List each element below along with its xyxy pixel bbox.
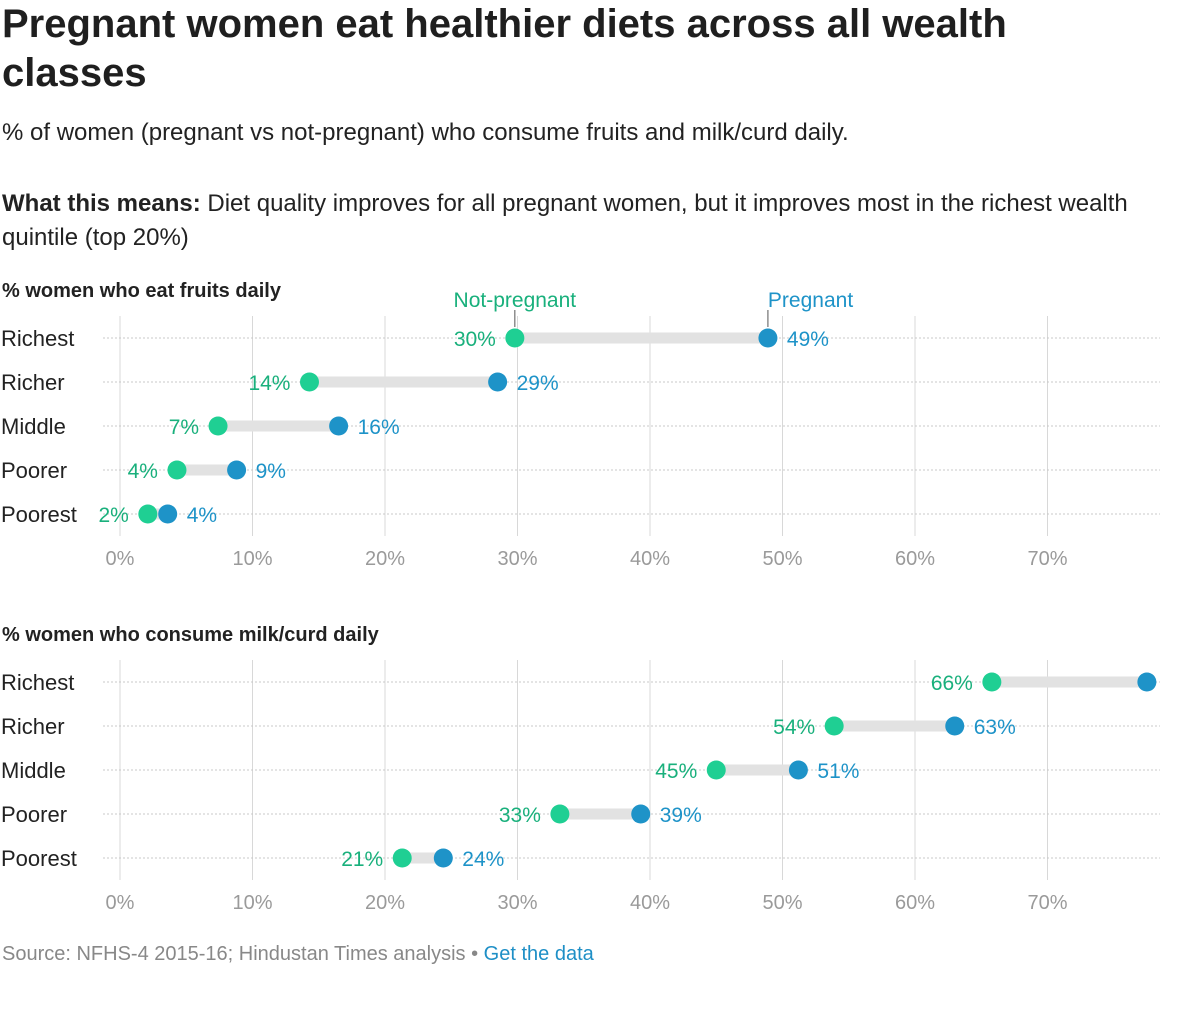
- pregnant-value-label: 24%: [462, 848, 504, 871]
- pregnant-value-label: 49%: [787, 328, 829, 351]
- not-pregnant-value-label: 7%: [169, 416, 199, 439]
- x-tick-label: 60%: [895, 892, 935, 914]
- not-pregnant-value-label: 2%: [98, 504, 128, 527]
- legend-pregnant: Pregnant: [768, 289, 853, 312]
- get-the-data-link[interactable]: Get the data: [483, 943, 594, 965]
- pregnant-dot: [758, 328, 778, 348]
- x-tick-label: 40%: [630, 892, 670, 914]
- not-pregnant-value-label: 21%: [341, 848, 383, 871]
- what-this-means-text: Diet quality improves for all pregnant w…: [2, 190, 1128, 251]
- source-separator: •: [465, 943, 484, 965]
- pregnant-dot: [945, 716, 965, 736]
- category-label: Richest: [1, 670, 74, 695]
- category-label: Richest: [1, 326, 74, 351]
- x-tick-label: 30%: [497, 892, 537, 914]
- not-pregnant-value-label: 33%: [499, 804, 541, 827]
- category-label: Poorest: [1, 502, 77, 527]
- x-tick-label: 0%: [106, 892, 135, 914]
- pregnant-value-label: 16%: [358, 416, 400, 439]
- not-pregnant-dot: [167, 460, 187, 480]
- panel-title: % women who consume milk/curd daily: [2, 624, 380, 646]
- pregnant-value-label: 9%: [256, 460, 286, 483]
- source-text: Source: NFHS-4 2015-16; Hindustan Times …: [2, 943, 466, 965]
- not-pregnant-dot: [138, 504, 158, 524]
- pregnant-dot: [433, 848, 453, 868]
- not-pregnant-value-label: 66%: [931, 672, 973, 695]
- what-this-means-label: What this means:: [2, 190, 201, 217]
- not-pregnant-dot: [550, 804, 570, 824]
- x-tick-label: 50%: [762, 892, 802, 914]
- x-tick-label: 20%: [365, 892, 405, 914]
- not-pregnant-dot: [982, 672, 1002, 692]
- not-pregnant-dot: [299, 372, 319, 392]
- pregnant-value-label: 4%: [187, 504, 217, 527]
- legend-not-pregnant: Not-pregnant: [454, 289, 577, 312]
- pregnant-value-label: 63%: [974, 716, 1016, 739]
- x-tick-label: 40%: [630, 548, 670, 570]
- not-pregnant-dot: [208, 416, 228, 436]
- x-tick-label: 20%: [365, 548, 405, 570]
- pregnant-dot: [1137, 672, 1157, 692]
- pregnant-dot: [488, 372, 508, 392]
- not-pregnant-dot: [824, 716, 844, 736]
- x-tick-label: 70%: [1027, 548, 1067, 570]
- source-note: Source: NFHS-4 2015-16; Hindustan Times …: [2, 943, 594, 966]
- not-pregnant-value-label: 54%: [773, 716, 815, 739]
- x-tick-label: 10%: [232, 892, 272, 914]
- not-pregnant-value-label: 45%: [655, 760, 697, 783]
- category-label: Poorer: [1, 458, 67, 483]
- not-pregnant-value-label: 30%: [454, 328, 496, 351]
- x-tick-label: 70%: [1027, 892, 1067, 914]
- pregnant-dot: [227, 460, 247, 480]
- x-tick-label: 10%: [232, 548, 272, 570]
- pregnant-dot: [788, 760, 808, 780]
- what-this-means: What this means: Diet quality improves f…: [2, 187, 1142, 255]
- not-pregnant-dot: [706, 760, 726, 780]
- x-tick-label: 0%: [106, 548, 135, 570]
- not-pregnant-dot: [505, 328, 525, 348]
- pregnant-dot: [329, 416, 349, 436]
- not-pregnant-dot: [392, 848, 412, 868]
- x-tick-label: 50%: [762, 548, 802, 570]
- chart-title: Pregnant women eat healthier diets acros…: [2, 2, 1007, 95]
- category-label: Poorest: [1, 846, 77, 871]
- pregnant-value-label: 39%: [660, 804, 702, 827]
- category-label: Poorer: [1, 802, 67, 827]
- x-tick-label: 30%: [497, 548, 537, 570]
- pregnant-dot: [158, 504, 178, 524]
- pregnant-value-label: 51%: [817, 760, 859, 783]
- chart-subtitle: % of women (pregnant vs not-pregnant) wh…: [2, 119, 849, 146]
- not-pregnant-value-label: 14%: [248, 372, 290, 395]
- category-label: Middle: [1, 414, 66, 439]
- category-label: Richer: [1, 714, 65, 739]
- pregnant-value-label: 29%: [517, 372, 559, 395]
- category-label: Richer: [1, 370, 65, 395]
- pregnant-dot: [631, 804, 651, 824]
- not-pregnant-value-label: 4%: [128, 460, 158, 483]
- x-tick-label: 60%: [895, 548, 935, 570]
- panel-title: % women who eat fruits daily: [2, 280, 282, 302]
- category-label: Middle: [1, 758, 66, 783]
